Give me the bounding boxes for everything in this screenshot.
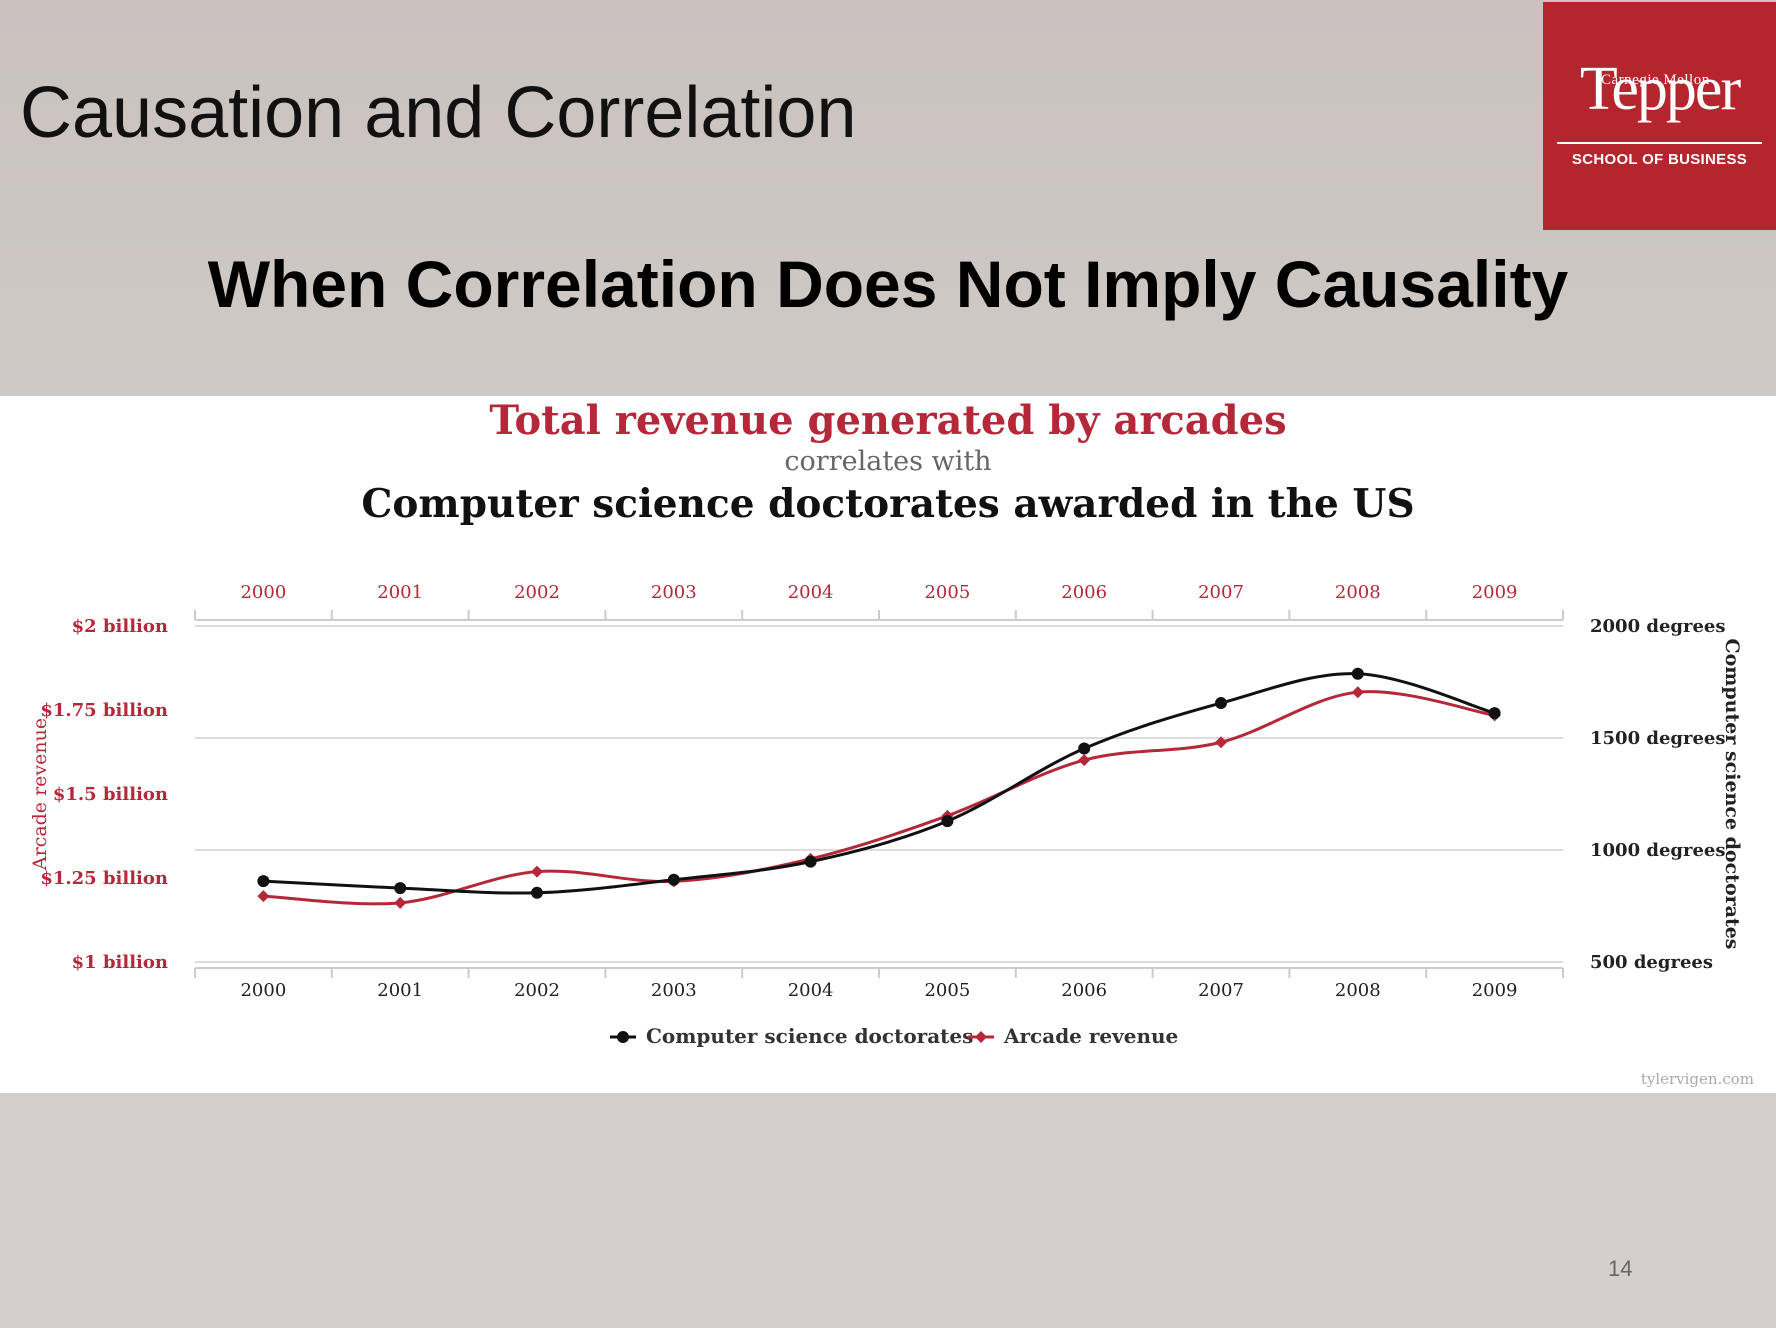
chart-title-main: Total revenue generated by arcades (489, 397, 1286, 444)
data-point-arcade-revenue (257, 890, 270, 903)
x-tick-label-bottom: 2007 (1198, 980, 1244, 1001)
data-point-cs-doctorates (667, 873, 680, 886)
right-axis-tick-label: 2000 degrees (1590, 616, 1726, 637)
x-tick-label-top: 2001 (377, 582, 423, 603)
legend-marker-arcade-revenue (975, 1031, 987, 1043)
tepper-logo: Carnegie Mellon Tepper SCHOOL OF BUSINES… (1543, 2, 1776, 230)
data-point-arcade-revenue (394, 896, 407, 909)
x-tick-label-bottom: 2004 (788, 980, 834, 1001)
x-tick-label-bottom: 2008 (1335, 980, 1381, 1001)
slide-subtitle: When Correlation Does Not Imply Causalit… (207, 247, 1569, 321)
data-point-arcade-revenue (1351, 686, 1364, 699)
chart-title-connector: correlates with (784, 446, 991, 477)
data-point-cs-doctorates (1488, 707, 1501, 720)
data-point-cs-doctorates (531, 886, 543, 899)
x-tick-label-top: 2007 (1198, 582, 1244, 603)
x-tick-label-bottom: 2001 (377, 980, 423, 1001)
x-tick-label-top: 2004 (788, 582, 834, 603)
left-axis-tick-label: $2 billion (72, 616, 168, 637)
legend: Computer science doctorates Arcade revenu… (610, 1024, 1178, 1048)
logo-school-text: SCHOOL OF BUSINESS (1571, 151, 1748, 168)
x-tick-label-top: 2002 (514, 582, 560, 603)
legend-label-arcade-revenue: Arcade revenue (1003, 1024, 1178, 1048)
data-point-cs-doctorates (941, 815, 954, 828)
x-tick-label-top: 2005 (924, 582, 970, 603)
left-axis-tick-label: $1.75 billion (40, 700, 168, 721)
data-point-cs-doctorates (804, 855, 817, 868)
chart-svg: Total revenue generated by arcades corre… (29, 397, 1743, 1048)
logo-wordmark: Tepper (1579, 55, 1741, 123)
data-point-cs-doctorates (1351, 667, 1364, 680)
data-point-cs-doctorates (394, 882, 407, 895)
right-axis-tick-label: 500 degrees (1590, 952, 1713, 973)
left-axis-tick-label: $1.25 billion (40, 868, 168, 889)
right-axis-tick-label: 1000 degrees (1590, 840, 1726, 861)
x-tick-label-bottom: 2002 (514, 980, 560, 1001)
x-tick-label-top: 2009 (1472, 582, 1518, 603)
legend-marker-cs-doctorates (617, 1031, 629, 1043)
logo-divider (1557, 142, 1762, 144)
slide-title: Causation and Correlation (20, 73, 857, 153)
x-tick-label-bottom: 2006 (1061, 980, 1107, 1001)
chart-panel: Total revenue generated by arcades corre… (0, 396, 1776, 1093)
right-axis-tick-label: 1500 degrees (1590, 728, 1726, 749)
left-axis-tick-label: $1.5 billion (53, 784, 168, 805)
chart-title-secondary: Computer science doctorates awarded in t… (361, 481, 1414, 527)
x-tick-label-bottom: 2000 (240, 980, 286, 1001)
data-point-cs-doctorates (1215, 697, 1227, 710)
data-point-arcade-revenue (1215, 736, 1227, 749)
series-line-cs-doctorates (263, 672, 1496, 895)
legend-label-cs-doctorates: Computer science doctorates (646, 1024, 973, 1048)
series-layer (257, 667, 1501, 909)
x-tick-label-bottom: 2005 (924, 980, 970, 1001)
x-tick-label-bottom: 2009 (1472, 980, 1518, 1001)
watermark-text: tylervigen.com (1640, 1070, 1754, 1088)
page-number: 14 (1608, 1256, 1633, 1281)
series-line-arcade-revenue (263, 690, 1495, 906)
axis-layer: 2000 2000 2001 2001 2002 2002 2003 2003 2004 2004… (29, 582, 1743, 1001)
x-tick-label-bottom: 2003 (651, 980, 697, 1001)
data-point-arcade-revenue (531, 865, 543, 878)
data-point-arcade-revenue (1078, 754, 1091, 767)
x-tick-label-top: 2000 (240, 582, 286, 603)
x-tick-label-top: 2003 (651, 582, 697, 603)
x-tick-label-top: 2006 (1061, 582, 1107, 603)
data-point-cs-doctorates (1078, 742, 1091, 755)
logo-university-text: Carnegie Mellon (1601, 72, 1710, 88)
right-axis-title: Computer science doctorates (1721, 638, 1743, 949)
grid-layer (195, 625, 1563, 963)
x-tick-label-top: 2008 (1335, 582, 1381, 603)
left-axis-tick-label: $1 billion (72, 952, 168, 973)
data-point-cs-doctorates (257, 875, 270, 888)
left-axis-title: Arcade revenue (29, 718, 51, 871)
